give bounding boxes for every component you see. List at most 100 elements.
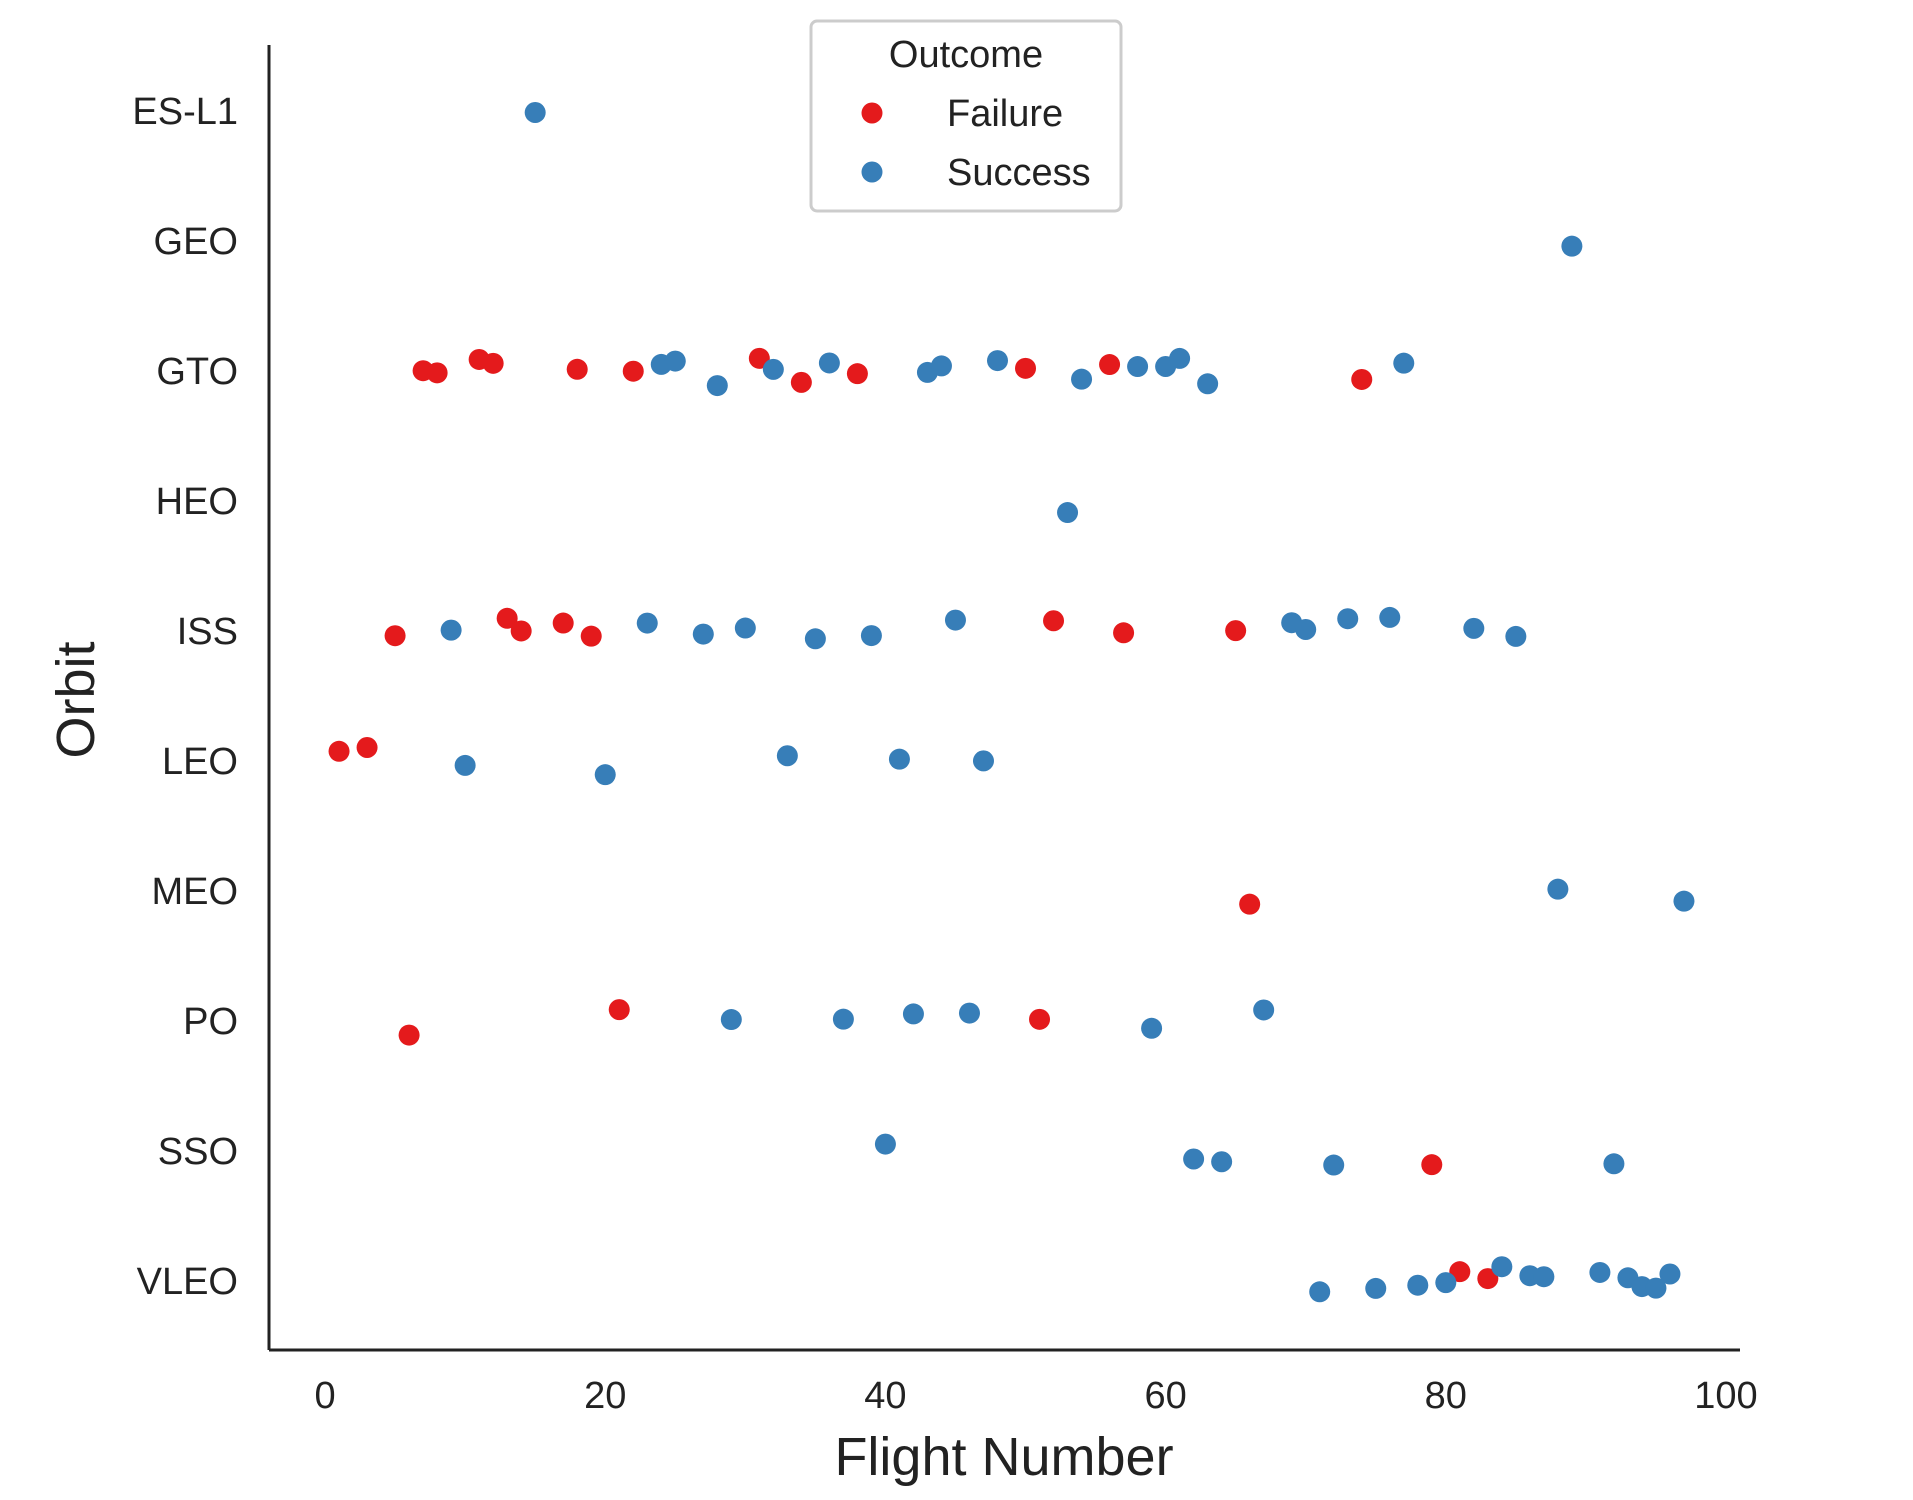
- x-axis: 0 20 40 60 80 100 Flight Number: [269, 1348, 1758, 1487]
- y-tick-meo: MEO: [151, 871, 238, 913]
- point-success-gto-58: [1127, 356, 1149, 378]
- point-success-gto-28: [706, 375, 728, 397]
- point-failure-gto-74: [1351, 368, 1373, 390]
- x-tick-60: 60: [1144, 1375, 1186, 1417]
- y-tick-heo: HEO: [156, 481, 238, 523]
- x-tick-labels: 0 20 40 60 80 100: [314, 1375, 1757, 1417]
- x-axis-title: Flight Number: [834, 1427, 1173, 1487]
- legend-marker-success: [861, 161, 883, 183]
- point-failure-po-6: [398, 1024, 420, 1046]
- point-success-gto-32: [762, 358, 784, 380]
- x-tick-40: 40: [864, 1375, 906, 1417]
- point-failure-iss-14: [510, 620, 532, 642]
- point-failure-iss-5: [384, 625, 406, 647]
- point-success-vleo-75: [1365, 1277, 1387, 1299]
- point-success-gto-36: [818, 352, 840, 374]
- data-points: [328, 102, 1695, 1303]
- point-success-iss-45: [944, 609, 966, 631]
- point-success-leo-47: [972, 750, 994, 772]
- point-success-gto-54: [1071, 368, 1093, 390]
- legend-marker-failure: [861, 102, 883, 124]
- point-success-sso-62: [1183, 1148, 1205, 1170]
- point-failure-sso-79: [1421, 1154, 1443, 1176]
- point-success-gto-61: [1169, 347, 1191, 369]
- point-failure-leo-3: [356, 737, 378, 759]
- legend-entries: Failure Success: [861, 93, 1091, 194]
- y-tick-es-l1: ES-L1: [132, 91, 238, 133]
- point-success-po-37: [832, 1008, 854, 1030]
- point-failure-gto-34: [790, 371, 812, 393]
- point-success-sso-64: [1211, 1151, 1233, 1173]
- y-axis: ES-L1 GEO GTO HEO ISS LEO MEO PO SSO VLEO Orbit: [46, 45, 271, 1350]
- y-tick-labels: ES-L1 GEO GTO HEO ISS LEO MEO PO SSO VLEO: [132, 91, 238, 1303]
- point-success-leo-41: [888, 748, 910, 770]
- x-tick-0: 0: [314, 1375, 335, 1417]
- point-success-sso-72: [1323, 1154, 1345, 1176]
- point-failure-iss-19: [580, 625, 602, 647]
- point-success-po-29: [720, 1009, 742, 1031]
- point-failure-meo-66: [1239, 893, 1261, 915]
- point-success-vleo-71: [1309, 1281, 1331, 1303]
- point-success-es-l1-15: [524, 102, 546, 124]
- point-failure-gto-8: [426, 362, 448, 384]
- point-success-po-67: [1253, 999, 1275, 1021]
- y-axis-title: Orbit: [46, 641, 106, 758]
- point-success-gto-48: [986, 350, 1008, 372]
- point-failure-po-21: [608, 999, 630, 1021]
- point-success-iss-30: [734, 617, 756, 639]
- point-failure-gto-22: [622, 360, 644, 382]
- point-success-iss-76: [1379, 606, 1401, 628]
- x-tick-20: 20: [584, 1375, 626, 1417]
- legend-title: Outcome: [889, 34, 1043, 76]
- point-success-iss-73: [1337, 608, 1359, 630]
- point-failure-gto-38: [846, 363, 868, 385]
- point-success-vleo-78: [1407, 1274, 1429, 1296]
- point-success-po-42: [902, 1003, 924, 1025]
- x-tick-100: 100: [1694, 1375, 1757, 1417]
- point-success-gto-44: [930, 355, 952, 377]
- x-tick-80: 80: [1425, 1375, 1467, 1417]
- point-success-iss-23: [636, 612, 658, 634]
- point-failure-vleo-83: [1477, 1268, 1499, 1290]
- point-failure-po-51: [1029, 1008, 1051, 1030]
- legend-box: [809, 19, 1123, 213]
- point-success-meo-88: [1547, 878, 1569, 900]
- point-success-vleo-84: [1491, 1256, 1513, 1278]
- point-success-po-46: [958, 1002, 980, 1024]
- point-success-geo-89: [1561, 235, 1583, 257]
- point-success-heo-53: [1057, 502, 1079, 524]
- point-success-vleo-91: [1589, 1261, 1611, 1283]
- point-success-gto-25: [664, 350, 686, 372]
- legend-label-failure: Failure: [947, 93, 1063, 135]
- point-failure-leo-1: [328, 740, 350, 762]
- y-tick-geo: GEO: [154, 221, 238, 263]
- point-success-sso-92: [1603, 1153, 1625, 1175]
- point-failure-iss-17: [552, 612, 574, 634]
- point-success-gto-77: [1393, 352, 1415, 374]
- point-failure-gto-50: [1015, 357, 1037, 379]
- y-tick-po: PO: [183, 1001, 238, 1043]
- point-failure-iss-13: [496, 607, 518, 629]
- point-success-po-59: [1141, 1017, 1163, 1039]
- legend-label-success: Success: [947, 152, 1091, 194]
- y-tick-gto: GTO: [156, 351, 238, 393]
- point-failure-iss-52: [1043, 610, 1065, 632]
- point-success-vleo-95: [1645, 1277, 1667, 1299]
- point-success-iss-27: [692, 623, 714, 645]
- point-success-vleo-87: [1533, 1266, 1555, 1288]
- point-failure-gto-12: [482, 352, 504, 374]
- point-success-iss-35: [804, 628, 826, 650]
- y-tick-sso: SSO: [158, 1131, 238, 1173]
- point-success-leo-20: [594, 764, 616, 786]
- y-tick-leo: LEO: [162, 741, 238, 783]
- y-tick-iss: ISS: [177, 611, 238, 653]
- point-success-vleo-96: [1659, 1263, 1681, 1285]
- legend: Outcome Failure Success: [809, 19, 1123, 213]
- point-failure-iss-57: [1113, 622, 1135, 644]
- point-success-iss-82: [1463, 617, 1485, 639]
- point-success-vleo-80: [1435, 1272, 1457, 1294]
- point-success-iss-85: [1505, 625, 1527, 647]
- point-success-iss-70: [1295, 619, 1317, 641]
- point-success-iss-39: [860, 625, 882, 647]
